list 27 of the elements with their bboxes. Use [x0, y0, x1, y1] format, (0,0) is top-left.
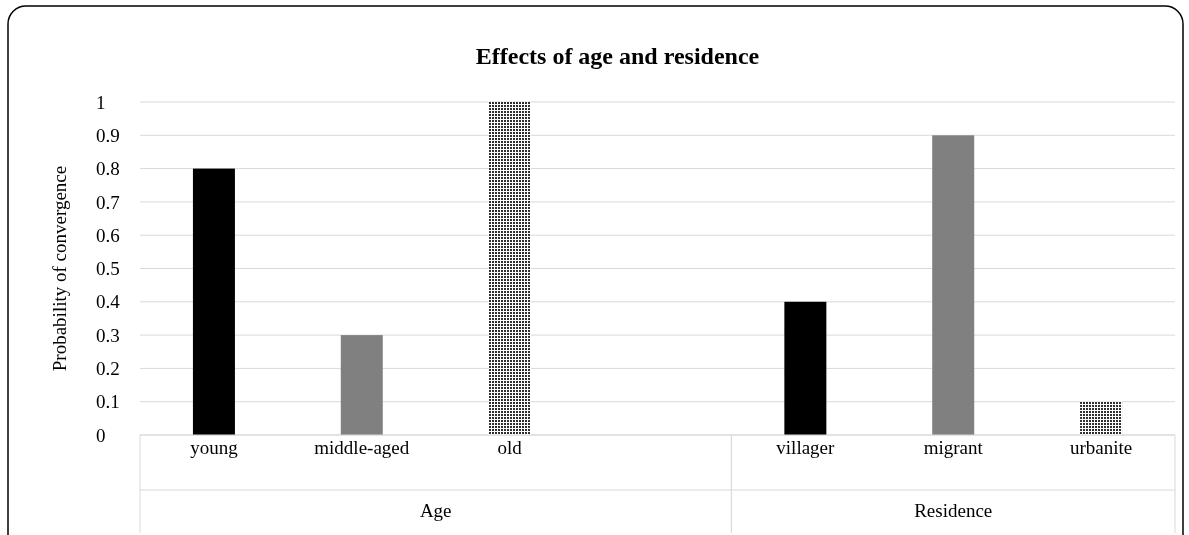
text: Residence: [914, 499, 993, 521]
text: Age: [419, 499, 452, 521]
x-tick-label: young: [190, 436, 239, 458]
y-tick-label: 0: [96, 424, 106, 446]
y-tick-label: 0.2: [96, 358, 120, 380]
y-tick-label: 0.8: [96, 158, 120, 180]
x-tick-label: migrant: [923, 436, 984, 458]
y-tick-label: 0.7: [96, 191, 120, 213]
y-tick-label: 1: [96, 91, 106, 113]
bar: [932, 135, 975, 435]
x-tick-label: old: [497, 436, 523, 458]
bar: [488, 102, 531, 435]
y-tick-label: 0.3: [96, 324, 120, 346]
bar: [1080, 401, 1123, 435]
x-tick-label: middle-aged: [314, 436, 410, 458]
chart-title: Effects of age and residence: [475, 43, 760, 69]
y-tick-label: 0.5: [96, 258, 120, 280]
y-tick-label: 0.1: [96, 391, 120, 413]
bar: [340, 335, 383, 435]
y-tick-label: 0.6: [96, 224, 120, 246]
y-axis-title: Probability of convergence: [49, 165, 70, 372]
bar: [192, 168, 235, 435]
x-tick-label: villager: [776, 436, 836, 458]
x-tick-label: urbanite: [1069, 436, 1133, 458]
y-tick-label: 0.9: [96, 124, 120, 146]
y-tick-label: 0.4: [96, 291, 121, 313]
bar: [784, 301, 827, 435]
